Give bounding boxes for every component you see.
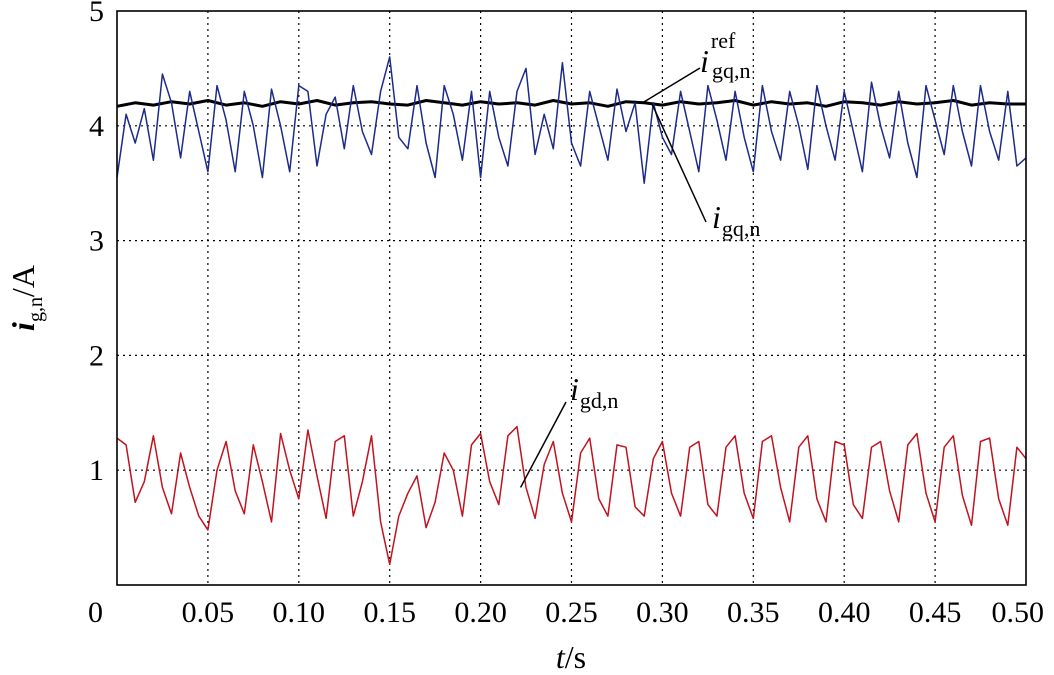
y-tick-labels: 1 2 3 4 5 (89, 0, 104, 487)
x-axis-label: t/s (556, 639, 586, 675)
series-annotations: iref gq,n igq,n igd,n (519, 28, 760, 488)
annotation-label-igd: igd,n (570, 371, 618, 413)
y-tick-label: 4 (89, 110, 104, 143)
series-line-igd (116, 425, 1027, 566)
plot-frame (116, 10, 1027, 586)
x-axis-label-var: t (556, 639, 566, 675)
x-tick-label: 0.15 (363, 596, 416, 629)
x-tick-label: 0.25 (545, 596, 598, 629)
series-line-igq (116, 56, 1027, 184)
y-tick-label: 5 (89, 0, 104, 28)
x-tick-label: 0 (88, 596, 103, 629)
series-line-igq-ref (116, 99, 1026, 108)
y-axis-label-sub: g,n (25, 297, 47, 322)
x-tick-label: 0.45 (909, 596, 962, 629)
y-tick-label: 3 (89, 225, 104, 258)
x-axis-label-unit: /s (565, 639, 586, 675)
annotation-label-igq-ref: iref gq,n (700, 28, 751, 83)
x-tick-label: 0.10 (273, 596, 326, 629)
y-tick-label: 1 (89, 454, 104, 487)
annotation-leader-igq-ref (642, 67, 701, 104)
x-tick-label: 0.35 (727, 596, 780, 629)
annotation-label-igq: igq,n (712, 199, 760, 241)
x-tick-labels: 0 0.05 0.10 0.15 0.20 0.25 0.30 0.35 0.40 0.45 0.5… (88, 596, 1044, 629)
annotation-leader-igd (519, 401, 567, 488)
x-tick-label: 0.20 (454, 596, 507, 629)
y-tick-label: 2 (89, 339, 104, 372)
y-axis-label-var: i (5, 322, 41, 331)
grid-lines (117, 11, 1026, 585)
x-tick-label: 0.40 (818, 596, 871, 629)
series-lines (116, 56, 1027, 566)
y-axis-label-unit: /A (5, 265, 41, 297)
x-tick-label: 0.50 (992, 596, 1045, 629)
annotation-leader-igq (650, 102, 707, 223)
x-tick-label: 0.30 (636, 596, 689, 629)
x-tick-label: 0.05 (182, 596, 235, 629)
y-axis-label: ig,n/A (5, 265, 47, 331)
